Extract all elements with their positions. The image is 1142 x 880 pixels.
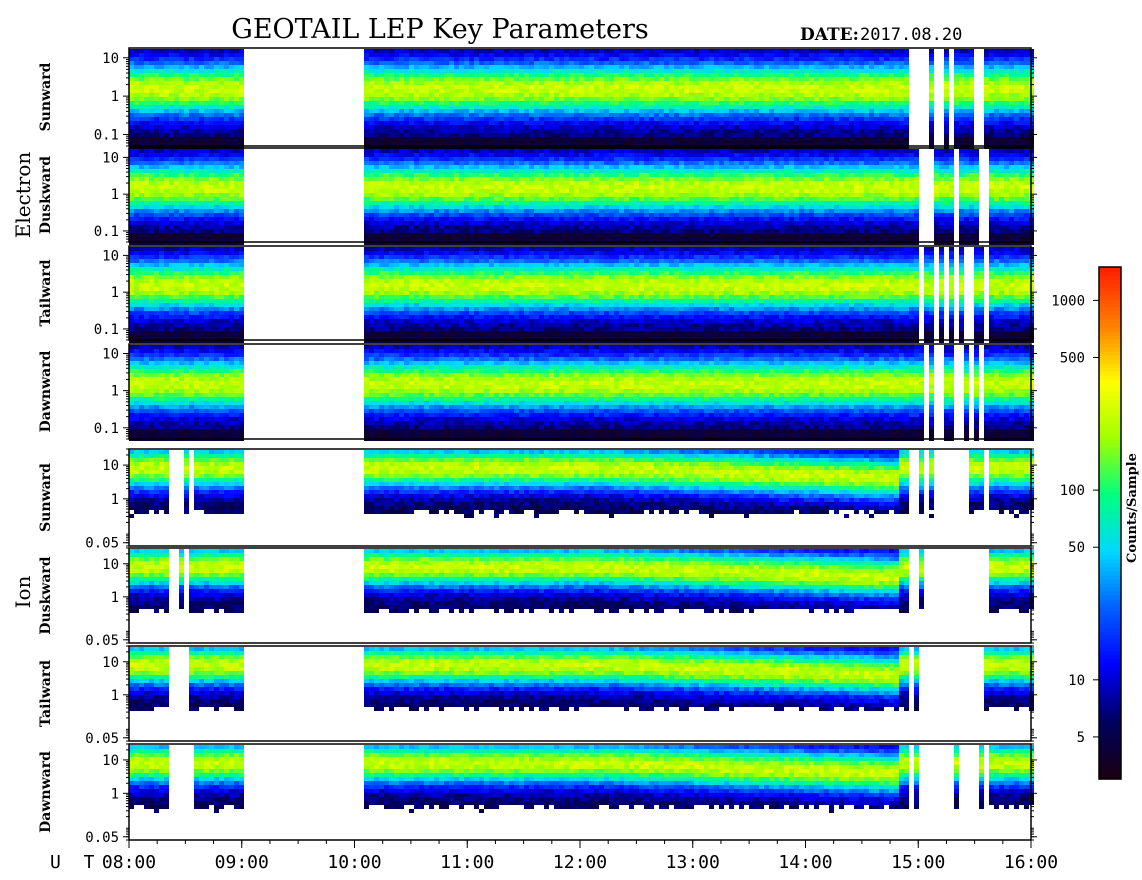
panel-frame	[128, 448, 1032, 547]
panel-frame	[128, 645, 1032, 742]
panel-frame	[128, 245, 1032, 341]
y-tick-label: 10	[102, 557, 119, 573]
y-tick-label: 0.05	[85, 830, 119, 846]
colorbar-tick-label: 50	[1068, 540, 1085, 556]
x-tick-label: 08:00	[102, 852, 156, 873]
y-tick-label: 1	[111, 89, 119, 105]
panel-electron-duskward: 10 1 0.1 Duskward	[38, 147, 1037, 245]
x-tick-label: 12:00	[553, 852, 607, 873]
x-tick-label: 11:00	[440, 852, 494, 873]
x-tick-label: 16:00	[1004, 852, 1058, 873]
panel-ion-duskward: 10 1 0.05 Duskward	[38, 547, 1037, 649]
x-tick-label: 13:00	[666, 852, 720, 873]
y-tick-label: 10	[102, 150, 119, 166]
colorbar: 1000 500 100 50 10 5 Counts/Sample	[1051, 266, 1140, 780]
panel-electron-sunward: 10 1 0.1 Sunward	[38, 47, 1037, 149]
y-tick-label: 1	[111, 688, 119, 704]
time-axis: 08:00 09:00 10:00 11:00 12:00 13:00 14:00 15:00…	[102, 840, 1058, 873]
y-tick-label: 10	[102, 51, 119, 67]
colorbar-tick-label: 5	[1077, 730, 1085, 746]
y-tick-label: 0.05	[85, 633, 119, 649]
group-label-ion: Ion	[11, 575, 35, 608]
chart-title: GEOTAIL LEP Key Parameters	[231, 14, 649, 45]
date-label: DATE:	[800, 25, 859, 45]
y-tick-label: 0.1	[94, 224, 119, 240]
panel-label: Sunward	[38, 62, 54, 131]
panel-label: Tailward	[38, 660, 54, 727]
y-tick-label: 1	[111, 285, 119, 301]
panel-label: Tailward	[38, 259, 54, 326]
y-tick-label: 10	[102, 753, 119, 769]
panel-label: Duskward	[38, 156, 54, 234]
y-tick-label: 10	[102, 248, 119, 264]
y-tick-label: 0.1	[94, 127, 119, 143]
y-tick-label: 10	[102, 346, 119, 362]
y-tick-label: 1	[111, 384, 119, 400]
y-tick-label: 0.1	[94, 421, 119, 437]
panel-electron-dawnward: 10 1 0.1 Dawnward	[38, 343, 1037, 441]
panel-ion-tailward: 10 1 0.05 Tailward	[38, 645, 1037, 747]
colorbar-frame	[1098, 266, 1122, 780]
x-tick-label: 09:00	[215, 852, 269, 873]
x-tick-label: 15:00	[891, 852, 945, 873]
panel-electron-tailward: 10 1 0.1 Tailward	[38, 245, 1037, 343]
y-tick-label: 0.1	[94, 322, 119, 338]
y-tick-label: 1	[111, 786, 119, 802]
colorbar-tick-label: 10	[1068, 673, 1085, 689]
y-tick-label: 1	[111, 492, 119, 508]
panel-ion-dawnward: 10 1 0.05 Dawnward	[38, 743, 1037, 846]
panel-frame	[128, 343, 1032, 440]
spectrogram-panels: Electron 10 1 0.1 Sunward 10 1 0.1 Duskward 10 1 0.…	[11, 47, 1037, 846]
y-tick-label: 10	[102, 458, 119, 474]
y-tick-label: 1	[111, 590, 119, 606]
x-axis-label: U T	[50, 852, 101, 873]
panel-label: Duskward	[38, 556, 54, 634]
y-tick-label: 0.05	[85, 536, 119, 552]
colorbar-tick-label: 1000	[1051, 293, 1085, 309]
date-value: 2017.08.20	[860, 25, 962, 45]
panel-label: Sunward	[38, 463, 54, 532]
panel-frame	[128, 547, 1032, 644]
colorbar-tick-label: 500	[1060, 351, 1085, 367]
panel-frame	[128, 147, 1032, 243]
group-label-electron: Electron	[11, 152, 35, 239]
x-tick-label: 14:00	[778, 852, 832, 873]
panel-ion-sunward: 10 1 0.05 Sunward	[38, 448, 1037, 552]
y-tick-label: 0.05	[85, 731, 119, 747]
panel-frame	[128, 47, 1032, 147]
y-tick-label: 1	[111, 187, 119, 203]
colorbar-tick-label: 100	[1060, 483, 1085, 499]
panel-label: Dawnward	[38, 751, 54, 833]
x-tick-label: 10:00	[327, 852, 381, 873]
panel-label: Dawnward	[38, 350, 54, 432]
y-tick-label: 10	[102, 655, 119, 671]
colorbar-label: Counts/Sample	[1125, 453, 1140, 563]
